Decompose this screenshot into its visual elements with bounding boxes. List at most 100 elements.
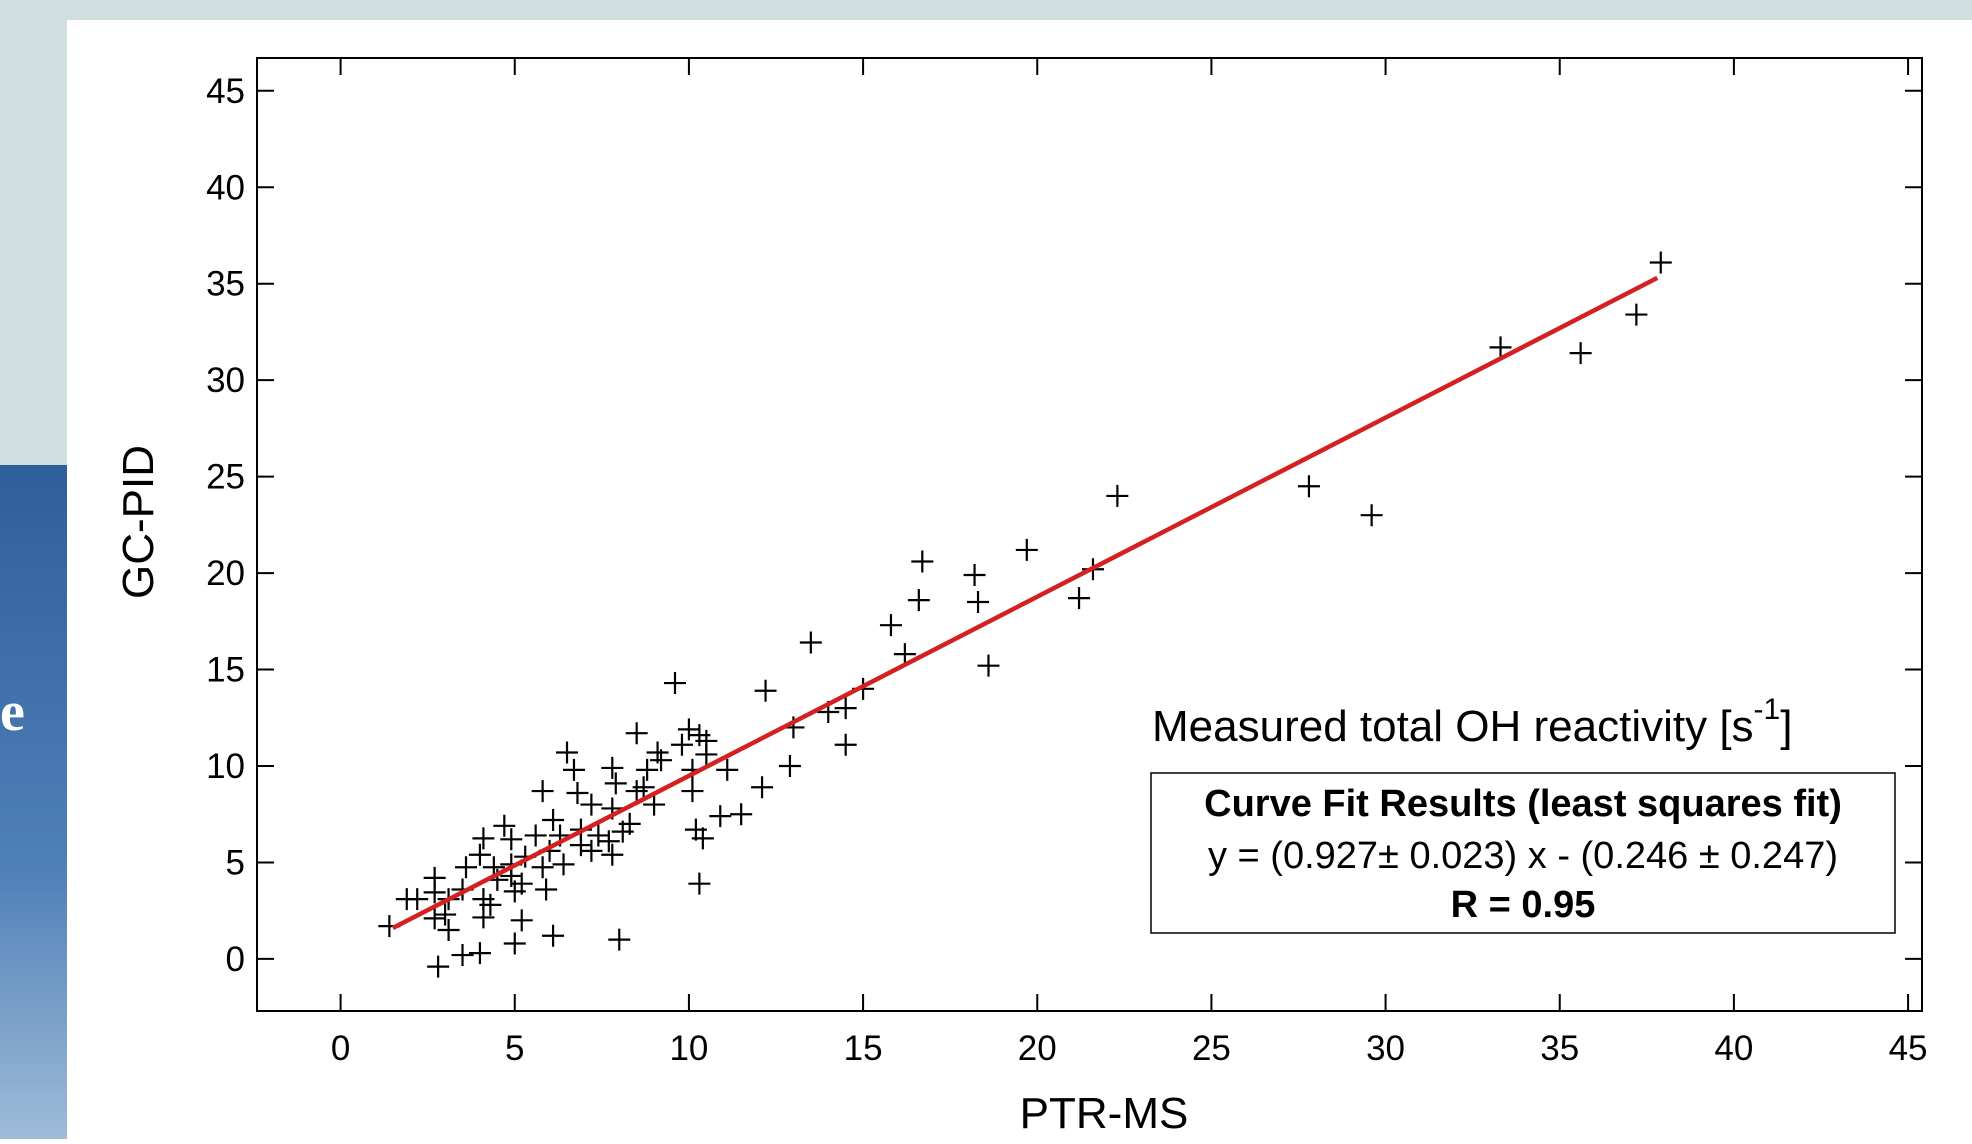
scatter-point (552, 853, 575, 876)
scatter-point (500, 828, 523, 851)
scatter-point (427, 955, 450, 978)
x-tick-label: 15 (844, 1029, 883, 1068)
scatter-point (503, 932, 526, 955)
scatter-point (681, 780, 704, 803)
scatter-point (1569, 342, 1592, 365)
scatter-point (670, 733, 693, 756)
sidebar-text: e (0, 681, 25, 743)
sky-strip (0, 465, 67, 1139)
scatter-point (556, 741, 579, 764)
x-tick-label: 40 (1714, 1029, 1753, 1068)
x-axis-label: PTR-MS (1020, 1089, 1189, 1138)
scatter-point (1297, 475, 1320, 498)
x-tick-label: 35 (1540, 1029, 1579, 1068)
y-axis-label: GC-PID (114, 445, 163, 599)
scatter-point (967, 591, 990, 614)
scatter-point (618, 812, 641, 835)
y-tick-label: 0 (226, 940, 245, 979)
scatter-point (479, 893, 502, 916)
x-tick-label: 45 (1889, 1029, 1928, 1068)
scatter-point (834, 733, 857, 756)
scatter-point (608, 928, 631, 951)
scatter-point (879, 614, 902, 637)
scatter-point (663, 672, 686, 695)
scatter-point (451, 944, 474, 967)
scatter-point (580, 839, 603, 862)
scatter-point (625, 780, 648, 803)
scatter-point (454, 856, 477, 879)
scatter-point (587, 824, 610, 847)
scatter-point (468, 942, 491, 965)
fit-line (391, 275, 1659, 931)
scatter-point (778, 754, 801, 777)
scatter-point (531, 856, 554, 879)
scatter-point (468, 843, 491, 866)
fit-box (1150, 772, 1896, 934)
y-tick-label: 25 (206, 458, 245, 497)
y-tick-label: 30 (206, 361, 245, 400)
scatter-point (695, 729, 718, 752)
scatter-point (1106, 484, 1129, 507)
fit-title: Curve Fit Results (least squares fit) (1204, 783, 1842, 825)
scatter-point (566, 782, 589, 805)
scatter-point (542, 809, 565, 832)
scatter-point (601, 843, 624, 866)
scatter-point (636, 758, 659, 781)
scatter-point (510, 909, 533, 932)
y-tick-label: 20 (206, 554, 245, 593)
scatter-point (677, 718, 700, 741)
scatter-point (531, 780, 554, 803)
scatter-point (730, 803, 753, 826)
scatter-point (562, 758, 585, 781)
x-tick-label: 25 (1192, 1029, 1231, 1068)
scatter-point (684, 818, 707, 841)
x-tick-label: 0 (331, 1029, 350, 1068)
scatter-point (754, 679, 777, 702)
scatter-point (542, 924, 565, 947)
scatter-point (1489, 336, 1512, 359)
scatter-point (799, 631, 822, 654)
scatter-point (716, 758, 739, 781)
figure-panel (67, 20, 1972, 1139)
x-tick-label: 30 (1366, 1029, 1405, 1068)
scatter-point (510, 872, 533, 895)
annotation: Measured total OH reactivity [s-1] (1152, 693, 1792, 751)
scatter-point (437, 918, 460, 941)
annotation-close: ] (1780, 702, 1792, 751)
y-tick-label: 40 (206, 168, 245, 207)
scatter-point (423, 907, 446, 930)
annotation-text: Measured total OH reactivity [s (1152, 702, 1754, 751)
scatter-point (472, 906, 495, 929)
scatter-point (1015, 538, 1038, 561)
scatter-point (472, 827, 495, 850)
axes-box (256, 57, 1923, 1012)
scatter-point (604, 772, 627, 795)
scatter-point (834, 697, 857, 720)
scatter-point (597, 830, 620, 853)
scatter-point (1360, 504, 1383, 527)
scatter-point (601, 756, 624, 779)
scatter-point (1625, 303, 1648, 326)
scatter-point (569, 834, 592, 857)
scatter-point (434, 903, 457, 926)
scatter-point (524, 824, 547, 847)
scatter-point (1649, 251, 1672, 274)
scatter-point (535, 878, 558, 901)
scatter-point (688, 872, 711, 895)
scatter-point (650, 749, 673, 772)
scatter-point (751, 776, 774, 799)
scatter-point (907, 589, 930, 612)
x-tick-label: 20 (1018, 1029, 1057, 1068)
x-tick-label: 5 (505, 1029, 524, 1068)
y-tick-label: 35 (206, 265, 245, 304)
scatter-point (963, 564, 986, 587)
scatter-point (395, 888, 418, 911)
scatter-point (423, 881, 446, 904)
scatter-point (977, 654, 1000, 677)
y-tick-label: 45 (206, 72, 245, 111)
fit-equation: y = (0.927± 0.023) x - (0.246 ± 0.247) (1208, 835, 1838, 877)
scatter-point (911, 550, 934, 573)
scatter-point (1068, 587, 1091, 610)
scatter-point (643, 793, 666, 816)
